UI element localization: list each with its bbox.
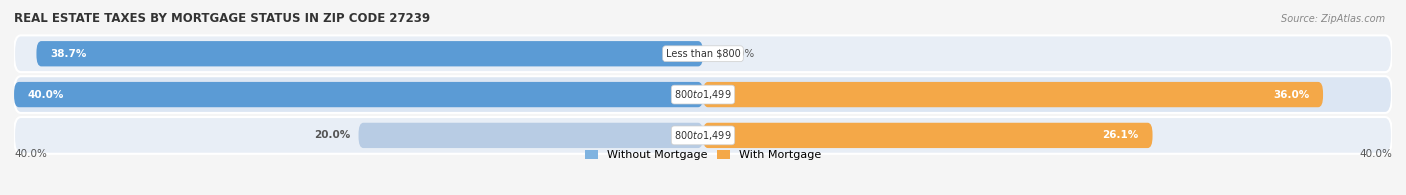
Text: REAL ESTATE TAXES BY MORTGAGE STATUS IN ZIP CODE 27239: REAL ESTATE TAXES BY MORTGAGE STATUS IN …	[14, 12, 430, 25]
FancyBboxPatch shape	[37, 41, 703, 66]
Legend: Without Mortgage, With Mortgage: Without Mortgage, With Mortgage	[581, 145, 825, 165]
Text: 38.7%: 38.7%	[51, 49, 87, 59]
Text: Source: ZipAtlas.com: Source: ZipAtlas.com	[1281, 14, 1385, 24]
FancyBboxPatch shape	[14, 76, 1392, 113]
FancyBboxPatch shape	[14, 82, 703, 107]
FancyBboxPatch shape	[359, 123, 703, 148]
FancyBboxPatch shape	[703, 123, 1153, 148]
Text: 36.0%: 36.0%	[1272, 90, 1309, 100]
Text: 0.0%: 0.0%	[728, 49, 755, 59]
Text: 20.0%: 20.0%	[314, 130, 350, 140]
FancyBboxPatch shape	[703, 82, 1323, 107]
FancyBboxPatch shape	[14, 117, 1392, 154]
FancyBboxPatch shape	[14, 35, 1392, 72]
Text: 26.1%: 26.1%	[1102, 130, 1139, 140]
Text: Less than $800: Less than $800	[665, 49, 741, 59]
Text: $800 to $1,499: $800 to $1,499	[675, 129, 731, 142]
Text: 40.0%: 40.0%	[28, 90, 65, 100]
Text: 40.0%: 40.0%	[14, 149, 46, 159]
Text: 40.0%: 40.0%	[1360, 149, 1392, 159]
Text: $800 to $1,499: $800 to $1,499	[675, 88, 731, 101]
